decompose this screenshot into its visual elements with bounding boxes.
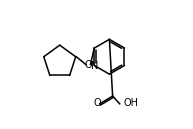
Text: O: O bbox=[84, 59, 92, 70]
Text: OH: OH bbox=[124, 98, 139, 108]
Text: N: N bbox=[91, 61, 98, 71]
Text: O: O bbox=[94, 98, 101, 108]
